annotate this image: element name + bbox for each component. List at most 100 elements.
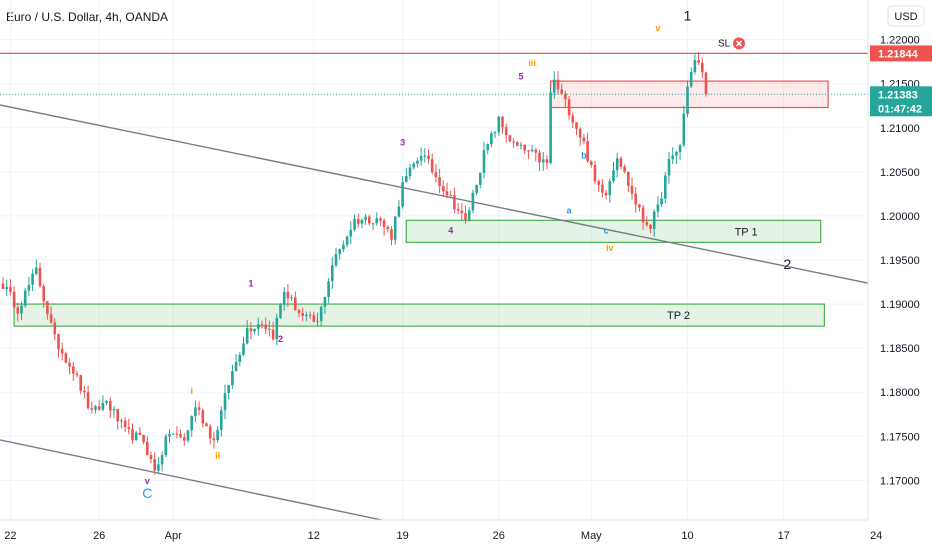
candle-body <box>634 193 637 205</box>
wave-label: 2 <box>278 334 283 344</box>
candle-body <box>412 163 415 168</box>
wave-label: 1 <box>684 7 692 23</box>
candle-body <box>586 141 589 162</box>
candle-body <box>319 306 323 322</box>
candle-body <box>194 407 197 417</box>
candle-body <box>575 122 578 129</box>
stop-loss-line: SL <box>0 37 868 95</box>
candle-body <box>675 152 678 156</box>
candle-body <box>138 432 142 435</box>
candle-body <box>608 181 612 196</box>
candle-body <box>356 218 360 224</box>
candle-body <box>697 60 700 63</box>
candle-body <box>179 434 182 438</box>
price-tick-label: 1.22000 <box>880 35 920 47</box>
candle-body <box>689 71 693 87</box>
candle-body <box>31 273 34 285</box>
candle-body <box>490 133 493 145</box>
candle-body <box>257 324 260 329</box>
candle-body <box>641 207 645 223</box>
candle-body <box>175 433 179 435</box>
candle-body <box>408 167 412 177</box>
candle-body <box>220 410 223 430</box>
wave-label: 2 <box>784 256 792 272</box>
candle-body <box>153 459 156 471</box>
close-circle-icon <box>733 37 745 50</box>
price-tick-label: 1.17000 <box>880 475 920 487</box>
candle-body <box>294 297 297 311</box>
candle-body <box>282 291 286 305</box>
candle-body <box>456 209 460 211</box>
wave-label: ii <box>215 450 220 460</box>
candle-body <box>623 166 626 172</box>
time-tick-label: Apr <box>165 530 182 542</box>
time-axis-bg <box>0 520 868 550</box>
candle-body <box>53 322 57 335</box>
candle-body <box>393 216 397 240</box>
candle-body <box>534 149 538 153</box>
candle-body <box>227 385 230 394</box>
candle-body <box>35 267 38 274</box>
candle-body <box>567 99 571 116</box>
candle-body <box>49 314 53 323</box>
candle-body <box>260 324 264 326</box>
candle-body <box>327 281 330 297</box>
time-tick-label: 24 <box>870 530 882 542</box>
price-tick-label: 1.20500 <box>880 167 920 179</box>
time-tick-label: 12 <box>308 530 320 542</box>
candle-body <box>305 314 308 316</box>
candle-body <box>86 392 90 409</box>
time-tick-label: 17 <box>778 530 790 542</box>
candle-body <box>549 92 552 163</box>
candle-body <box>371 223 375 225</box>
currency-badge <box>887 5 925 27</box>
candle-body <box>442 186 445 192</box>
candle-body <box>479 172 482 185</box>
candle-body <box>134 432 138 441</box>
candle-body <box>449 195 452 197</box>
candle-body <box>316 321 319 323</box>
candle-body <box>390 229 393 240</box>
candle-body <box>627 171 630 186</box>
wave-label: c <box>604 226 609 236</box>
wave-label: C <box>142 485 152 501</box>
candle-body <box>160 455 164 465</box>
candle-body <box>560 89 563 94</box>
candle-body <box>116 409 119 422</box>
candle-body <box>249 328 253 332</box>
price-tick-label: 1.21000 <box>880 123 920 135</box>
candle-body <box>253 328 256 332</box>
candle-body <box>234 361 238 372</box>
candle-body <box>475 184 478 193</box>
candle-body <box>94 406 97 410</box>
candle-body <box>238 354 242 362</box>
currency-label: USD <box>894 11 917 23</box>
candle-body <box>612 170 615 182</box>
price-tick-label: 1.20000 <box>880 211 920 223</box>
candle-body <box>334 253 338 266</box>
candle-body <box>419 156 423 161</box>
candle-body <box>242 343 245 355</box>
candle-body <box>264 324 267 329</box>
candle-body <box>20 305 23 314</box>
candle-body <box>527 150 530 152</box>
candle-body <box>271 329 275 340</box>
candle-body <box>127 427 131 430</box>
channel-line <box>0 104 906 292</box>
time-tick-label: 10 <box>681 530 693 542</box>
candle-body <box>512 141 515 143</box>
candle-body <box>545 159 549 163</box>
candle-body <box>630 185 634 194</box>
zone-label: TP 1 <box>735 226 758 238</box>
candle-body <box>109 400 112 411</box>
candle-body <box>686 86 689 114</box>
candle-body <box>597 181 600 185</box>
candle-body <box>538 152 541 163</box>
time-tick-label: 26 <box>93 530 105 542</box>
candle-body <box>434 172 438 178</box>
time-tick-label: 22 <box>4 530 16 542</box>
candle-body <box>649 224 652 229</box>
candle-body <box>501 116 504 128</box>
candle-body <box>183 437 186 441</box>
